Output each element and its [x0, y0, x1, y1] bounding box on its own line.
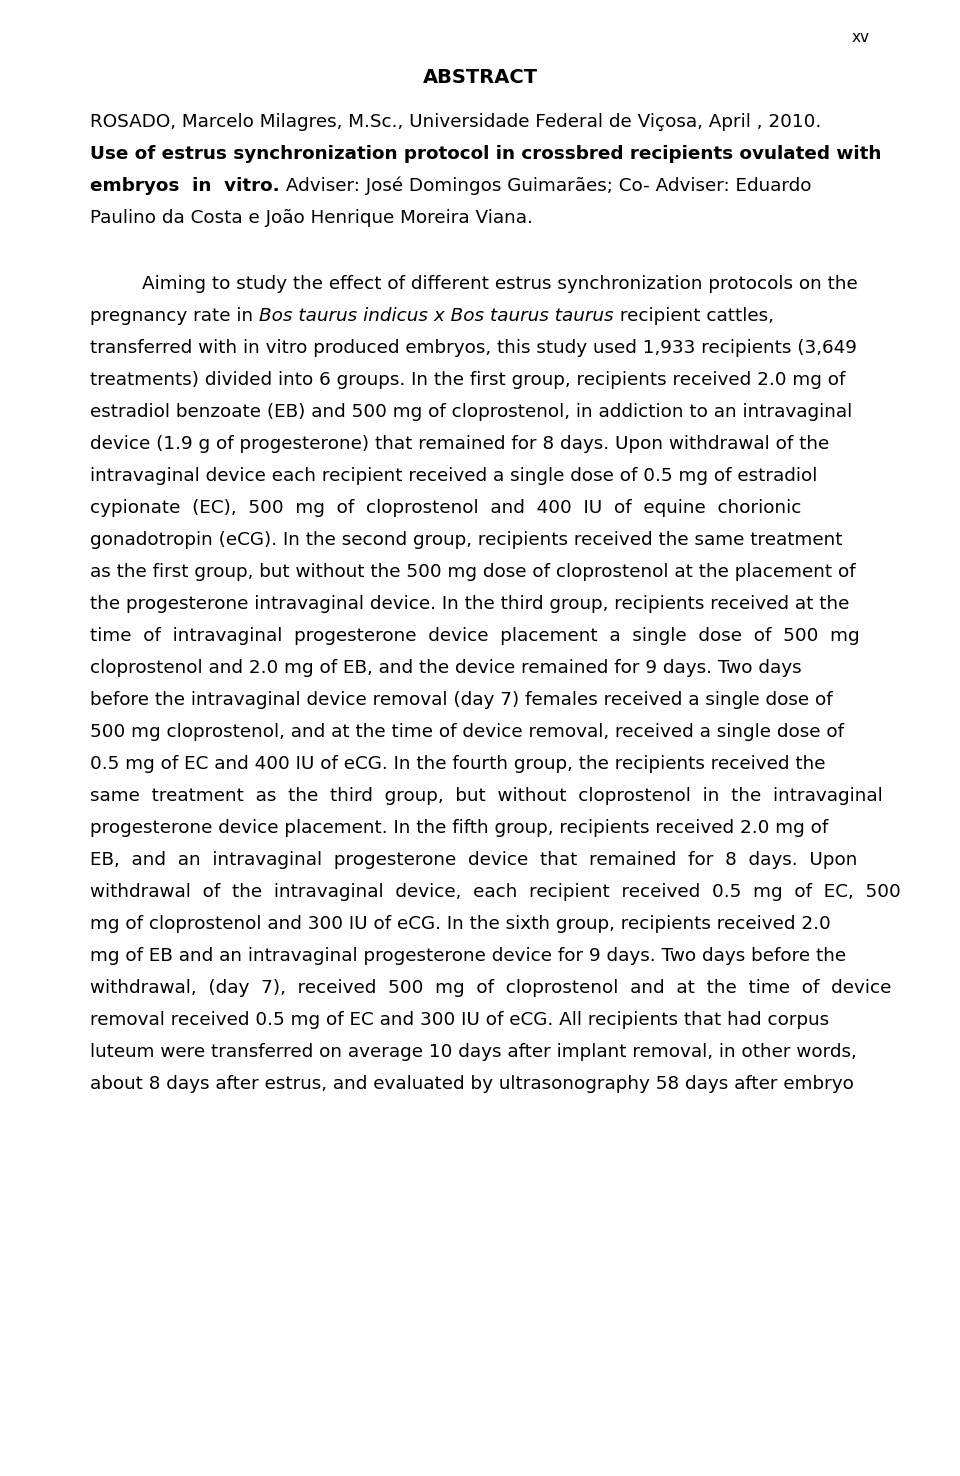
- Text: recipient cattles,: recipient cattles,: [613, 307, 774, 325]
- Text: ABSTRACT: ABSTRACT: [422, 68, 538, 87]
- Text: xv: xv: [852, 30, 870, 44]
- Text: about 8 days after estrus, and evaluated by ultrasonography 58 days after embryo: about 8 days after estrus, and evaluated…: [90, 1075, 853, 1092]
- Text: luteum were transferred on average 10 days after implant removal, in other words: luteum were transferred on average 10 da…: [90, 1042, 856, 1061]
- Text: 0.5 mg of EC and 400 IU of eCG. In the fourth group, the recipients received the: 0.5 mg of EC and 400 IU of eCG. In the f…: [90, 754, 826, 772]
- Text: pregnancy rate in: pregnancy rate in: [90, 307, 259, 325]
- Text: the progesterone intravaginal device. In the third group, recipients received at: the progesterone intravaginal device. In…: [90, 595, 850, 613]
- Text: cypionate  (EC),  500  mg  of  cloprostenol  and  400  IU  of  equine  chorionic: cypionate (EC), 500 mg of cloprostenol a…: [90, 499, 802, 517]
- Text: Use of estrus synchronization protocol in crossbred recipients ovulated with: Use of estrus synchronization protocol i…: [90, 145, 881, 162]
- Text: intravaginal device each recipient received a single dose of 0.5 mg of estradiol: intravaginal device each recipient recei…: [90, 466, 817, 484]
- Text: withdrawal,  (day  7),  received  500  mg  of  cloprostenol  and  at  the  time : withdrawal, (day 7), received 500 mg of …: [90, 979, 892, 996]
- Text: Aiming to study the effect of different estrus synchronization protocols on the: Aiming to study the effect of different …: [142, 275, 857, 292]
- Text: before the intravaginal device removal (day 7) females received a single dose of: before the intravaginal device removal (…: [90, 691, 832, 708]
- Text: mg of cloprostenol and 300 IU of eCG. In the sixth group, recipients received 2.: mg of cloprostenol and 300 IU of eCG. In…: [90, 915, 830, 933]
- Text: EB,  and  an  intravaginal  progesterone  device  that  remained  for  8  days. : EB, and an intravaginal progesterone dev…: [90, 850, 857, 868]
- Text: as the first group, but without the 500 mg dose of cloprostenol at the placement: as the first group, but without the 500 …: [90, 562, 855, 580]
- Text: removal received 0.5 mg of EC and 300 IU of eCG. All recipients that had corpus: removal received 0.5 mg of EC and 300 IU…: [90, 1011, 829, 1029]
- Text: Bos taurus indicus x Bos taurus taurus: Bos taurus indicus x Bos taurus taurus: [259, 307, 613, 325]
- Text: transferred with in vitro produced embryos, this study used 1,933 recipients (3,: transferred with in vitro produced embry…: [90, 338, 857, 357]
- Text: time  of  intravaginal  progesterone  device  placement  a  single  dose  of  50: time of intravaginal progesterone device…: [90, 627, 859, 645]
- Text: ROSADO, Marcelo Milagres, M.Sc., Universidade Federal de Viçosa, April , 2010.: ROSADO, Marcelo Milagres, M.Sc., Univers…: [90, 114, 821, 131]
- Text: device (1.9 g of progesterone) that remained for 8 days. Upon withdrawal of the: device (1.9 g of progesterone) that rema…: [90, 434, 829, 453]
- Text: withdrawal  of  the  intravaginal  device,  each  recipient  received  0.5  mg  : withdrawal of the intravaginal device, e…: [90, 883, 900, 900]
- Text: embryos  in  vitro.: embryos in vitro.: [90, 177, 279, 195]
- Text: same  treatment  as  the  third  group,  but  without  cloprostenol  in  the  in: same treatment as the third group, but w…: [90, 787, 883, 804]
- Text: treatments) divided into 6 groups. In the first group, recipients received 2.0 m: treatments) divided into 6 groups. In th…: [90, 370, 846, 388]
- Text: Adviser: José Domingos Guimarães; Co- Adviser: Eduardo: Adviser: José Domingos Guimarães; Co- Ad…: [279, 177, 811, 195]
- Text: progesterone device placement. In the fifth group, recipients received 2.0 mg of: progesterone device placement. In the fi…: [90, 819, 828, 837]
- Text: mg of EB and an intravaginal progesterone device for 9 days. Two days before the: mg of EB and an intravaginal progesteron…: [90, 946, 846, 965]
- Text: cloprostenol and 2.0 mg of EB, and the device remained for 9 days. Two days: cloprostenol and 2.0 mg of EB, and the d…: [90, 658, 802, 676]
- Text: Paulino da Costa e João Henrique Moreira Viana.: Paulino da Costa e João Henrique Moreira…: [90, 210, 533, 227]
- Text: estradiol benzoate (EB) and 500 mg of cloprostenol, in addiction to an intravagi: estradiol benzoate (EB) and 500 mg of cl…: [90, 403, 852, 421]
- Text: gonadotropin (eCG). In the second group, recipients received the same treatment: gonadotropin (eCG). In the second group,…: [90, 530, 843, 549]
- Text: 500 mg cloprostenol, and at the time of device removal, received a single dose o: 500 mg cloprostenol, and at the time of …: [90, 723, 844, 741]
